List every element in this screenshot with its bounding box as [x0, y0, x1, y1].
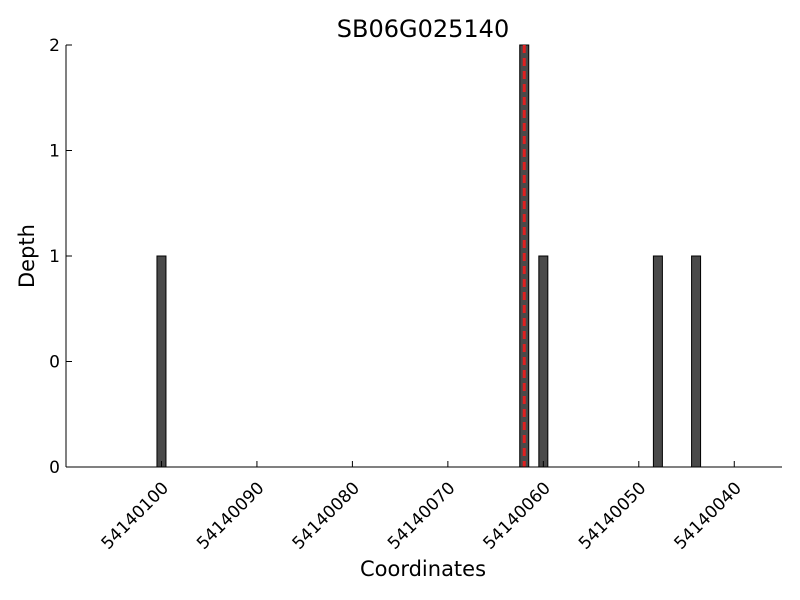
x-tick-label-3: 54140070 — [384, 478, 459, 553]
y-tick-label-4: 2 — [49, 36, 60, 56]
x-tick-label-2: 54140080 — [289, 478, 364, 553]
x-tick-label-0: 54140100 — [98, 478, 173, 553]
ticks-layer: 0 0 1 1 2 54140100 54140090 54140080 54140070 541… — [49, 36, 746, 554]
bar-4 — [691, 255, 702, 468]
y-tick-label-1: 0 — [49, 353, 60, 373]
x-tick-label-6: 54140040 — [670, 478, 745, 553]
bar-0 — [156, 255, 167, 468]
axes-layer — [65, 45, 782, 468]
x-tick-label-5: 54140050 — [575, 478, 650, 553]
bar-3 — [652, 255, 663, 468]
y-tick-label-0: 0 — [49, 458, 60, 478]
bars-layer — [156, 44, 702, 468]
y-tick-label-3: 1 — [49, 142, 60, 162]
x-tick-label-4: 54140060 — [480, 478, 555, 553]
x-tick-label-1: 54140090 — [193, 478, 268, 553]
y-tick-label-2: 1 — [49, 247, 60, 267]
bar-2 — [538, 255, 549, 468]
x-axis-label: Coordinates — [360, 557, 486, 581]
y-axis-label: Depth — [15, 224, 39, 288]
chart-title: SB06G025140 — [337, 15, 509, 43]
